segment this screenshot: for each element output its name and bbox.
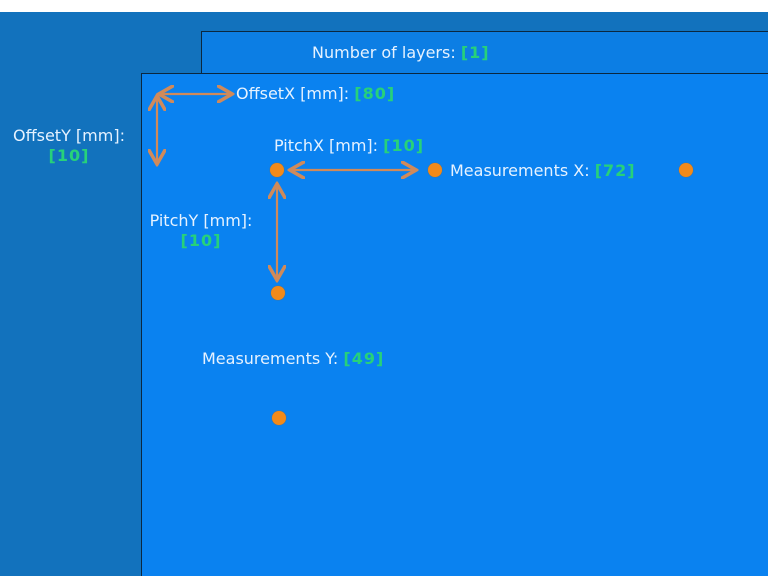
layers-label: Number of layers:: [312, 43, 456, 62]
pitch-x-value: [10]: [383, 136, 425, 155]
pitch-y-text: PitchY [mm]: [10]: [148, 211, 254, 251]
layers-text: Number of layers: [1]: [312, 43, 490, 63]
offset-y-value: [10]: [48, 146, 90, 165]
offset-x-label: OffsetX [mm]:: [236, 84, 350, 103]
measurement-point-x-last: [679, 163, 693, 177]
measurement-point-y2: [271, 286, 285, 300]
pitch-x-label: PitchX [mm]:: [274, 136, 379, 155]
measurement-area-panel: [141, 73, 768, 576]
pitch-y-label: PitchY [mm]:: [149, 211, 253, 230]
measurement-point-origin: [270, 163, 284, 177]
layers-value: [1]: [460, 43, 490, 62]
offset-x-value: [80]: [354, 84, 396, 103]
measurements-y-text: Measurements Y: [49]: [202, 349, 384, 369]
offset-y-text: OffsetY [mm]: [10]: [5, 126, 133, 166]
measurements-y-value: [49]: [343, 349, 385, 368]
measurements-y-label: Measurements Y:: [202, 349, 339, 368]
measurements-x-text: Measurements X: [72]: [450, 161, 636, 181]
measurement-point-y-last: [272, 411, 286, 425]
offset-x-text: OffsetX [mm]: [80]: [236, 84, 395, 104]
pitch-y-value: [10]: [180, 231, 222, 250]
measurements-x-label: Measurements X:: [450, 161, 590, 180]
pitch-x-text: PitchX [mm]: [10]: [274, 136, 424, 156]
offset-y-label: OffsetY [mm]:: [13, 126, 125, 145]
layers-panel: [201, 31, 768, 74]
measurements-x-value: [72]: [594, 161, 636, 180]
measurement-point-x2: [428, 163, 442, 177]
